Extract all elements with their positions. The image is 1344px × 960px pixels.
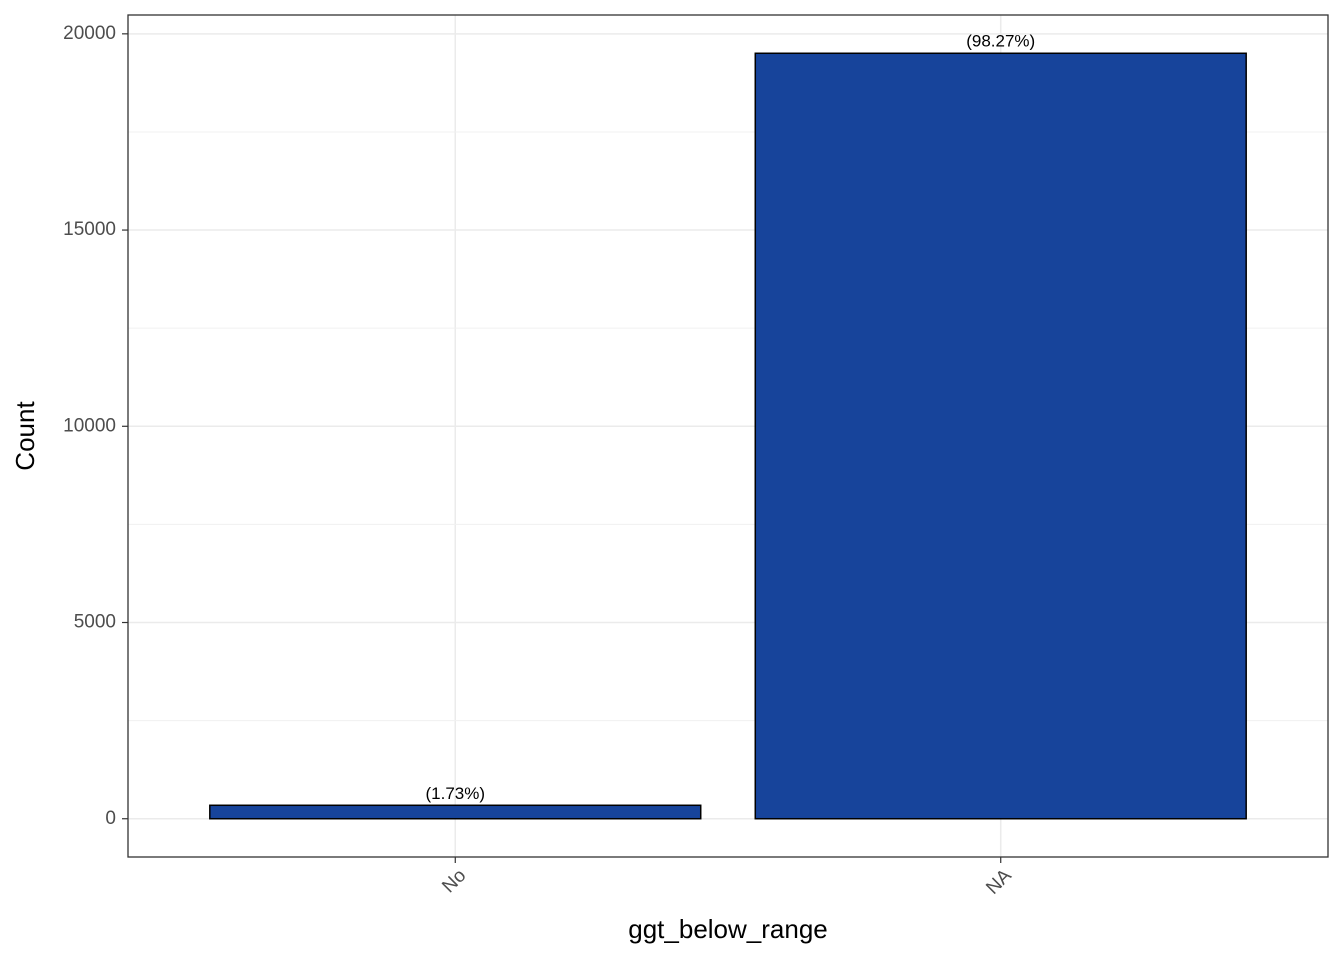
y-tick-label: 15000 [63,219,116,240]
x-axis-title: ggt_below_range [628,914,828,944]
y-axis-title: Count [10,401,40,471]
y-tick-label: 5000 [74,612,116,633]
bar-label: (1.73%) [426,784,486,803]
x-tick-label: No [438,865,470,897]
y-tick-label: 10000 [63,415,116,436]
y-tick-label: 0 [105,808,116,829]
x-tick-label: NA [982,865,1016,899]
bar [754,52,1247,820]
panel-border [127,14,1329,858]
y-tick-label: 20000 [63,23,116,44]
bar-label: (98.27%) [966,32,1035,51]
bar [209,804,702,820]
